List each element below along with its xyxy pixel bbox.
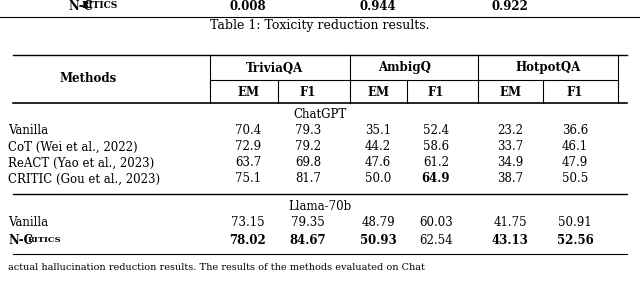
Text: F1: F1 bbox=[428, 85, 444, 98]
Text: 43.13: 43.13 bbox=[492, 234, 529, 247]
Text: ChatGPT: ChatGPT bbox=[293, 108, 347, 122]
Text: F1: F1 bbox=[300, 85, 316, 98]
Text: RITICS: RITICS bbox=[82, 2, 118, 11]
Text: 61.2: 61.2 bbox=[423, 157, 449, 169]
Text: 60.03: 60.03 bbox=[419, 215, 453, 228]
Text: ReACT (Yao et al., 2023): ReACT (Yao et al., 2023) bbox=[8, 157, 154, 169]
Text: 41.75: 41.75 bbox=[493, 215, 527, 228]
Text: Vanilla: Vanilla bbox=[8, 124, 48, 136]
Text: 47.6: 47.6 bbox=[365, 157, 391, 169]
Text: TriviaQA: TriviaQA bbox=[246, 62, 303, 75]
Text: 78.02: 78.02 bbox=[230, 234, 266, 247]
Text: 23.2: 23.2 bbox=[497, 124, 523, 136]
Text: 79.35: 79.35 bbox=[291, 215, 325, 228]
Text: 0.008: 0.008 bbox=[230, 0, 266, 12]
Text: 46.1: 46.1 bbox=[562, 141, 588, 154]
Text: EM: EM bbox=[499, 85, 521, 98]
Text: 48.79: 48.79 bbox=[361, 215, 395, 228]
Text: 50.91: 50.91 bbox=[558, 215, 592, 228]
Text: 44.2: 44.2 bbox=[365, 141, 391, 154]
Text: EM: EM bbox=[237, 85, 259, 98]
Text: 62.54: 62.54 bbox=[419, 234, 453, 247]
Text: 72.9: 72.9 bbox=[235, 141, 261, 154]
Text: 36.6: 36.6 bbox=[562, 124, 588, 136]
Text: CRITIC (Gou et al., 2023): CRITIC (Gou et al., 2023) bbox=[8, 172, 160, 185]
Text: 52.4: 52.4 bbox=[423, 124, 449, 136]
Text: RITICS: RITICS bbox=[28, 236, 61, 244]
Text: 50.0: 50.0 bbox=[365, 172, 391, 185]
Text: 84.67: 84.67 bbox=[290, 234, 326, 247]
Text: 75.1: 75.1 bbox=[235, 172, 261, 185]
Text: 81.7: 81.7 bbox=[295, 172, 321, 185]
Text: 50.93: 50.93 bbox=[360, 234, 396, 247]
Text: 52.56: 52.56 bbox=[557, 234, 593, 247]
Text: 70.4: 70.4 bbox=[235, 124, 261, 136]
Text: 58.6: 58.6 bbox=[423, 141, 449, 154]
Text: actual hallucination reduction results. The results of the methods evaluated on : actual hallucination reduction results. … bbox=[8, 264, 425, 272]
Text: 0.944: 0.944 bbox=[360, 0, 396, 12]
Text: 33.7: 33.7 bbox=[497, 141, 523, 154]
Text: CoT (Wei et al., 2022): CoT (Wei et al., 2022) bbox=[8, 141, 138, 154]
Text: 35.1: 35.1 bbox=[365, 124, 391, 136]
Text: 47.9: 47.9 bbox=[562, 157, 588, 169]
Text: Llama-70b: Llama-70b bbox=[289, 201, 351, 214]
Text: HotpotQA: HotpotQA bbox=[515, 62, 580, 75]
Text: Table 1: Toxicity reduction results.: Table 1: Toxicity reduction results. bbox=[211, 19, 429, 32]
Text: 0.922: 0.922 bbox=[492, 0, 529, 12]
Text: N-C: N-C bbox=[8, 234, 33, 247]
Text: 73.15: 73.15 bbox=[231, 215, 265, 228]
Text: EM: EM bbox=[367, 85, 389, 98]
Text: 69.8: 69.8 bbox=[295, 157, 321, 169]
Text: 50.5: 50.5 bbox=[562, 172, 588, 185]
Text: AmbigQ: AmbigQ bbox=[379, 62, 431, 75]
Text: 34.9: 34.9 bbox=[497, 157, 523, 169]
Text: F1: F1 bbox=[567, 85, 583, 98]
Text: 79.3: 79.3 bbox=[295, 124, 321, 136]
Text: 64.9: 64.9 bbox=[422, 172, 451, 185]
Text: 79.2: 79.2 bbox=[295, 141, 321, 154]
Text: Vanilla: Vanilla bbox=[8, 215, 48, 228]
Text: N-C: N-C bbox=[68, 0, 93, 12]
Text: 38.7: 38.7 bbox=[497, 172, 523, 185]
Text: Methods: Methods bbox=[60, 72, 116, 85]
Text: 63.7: 63.7 bbox=[235, 157, 261, 169]
